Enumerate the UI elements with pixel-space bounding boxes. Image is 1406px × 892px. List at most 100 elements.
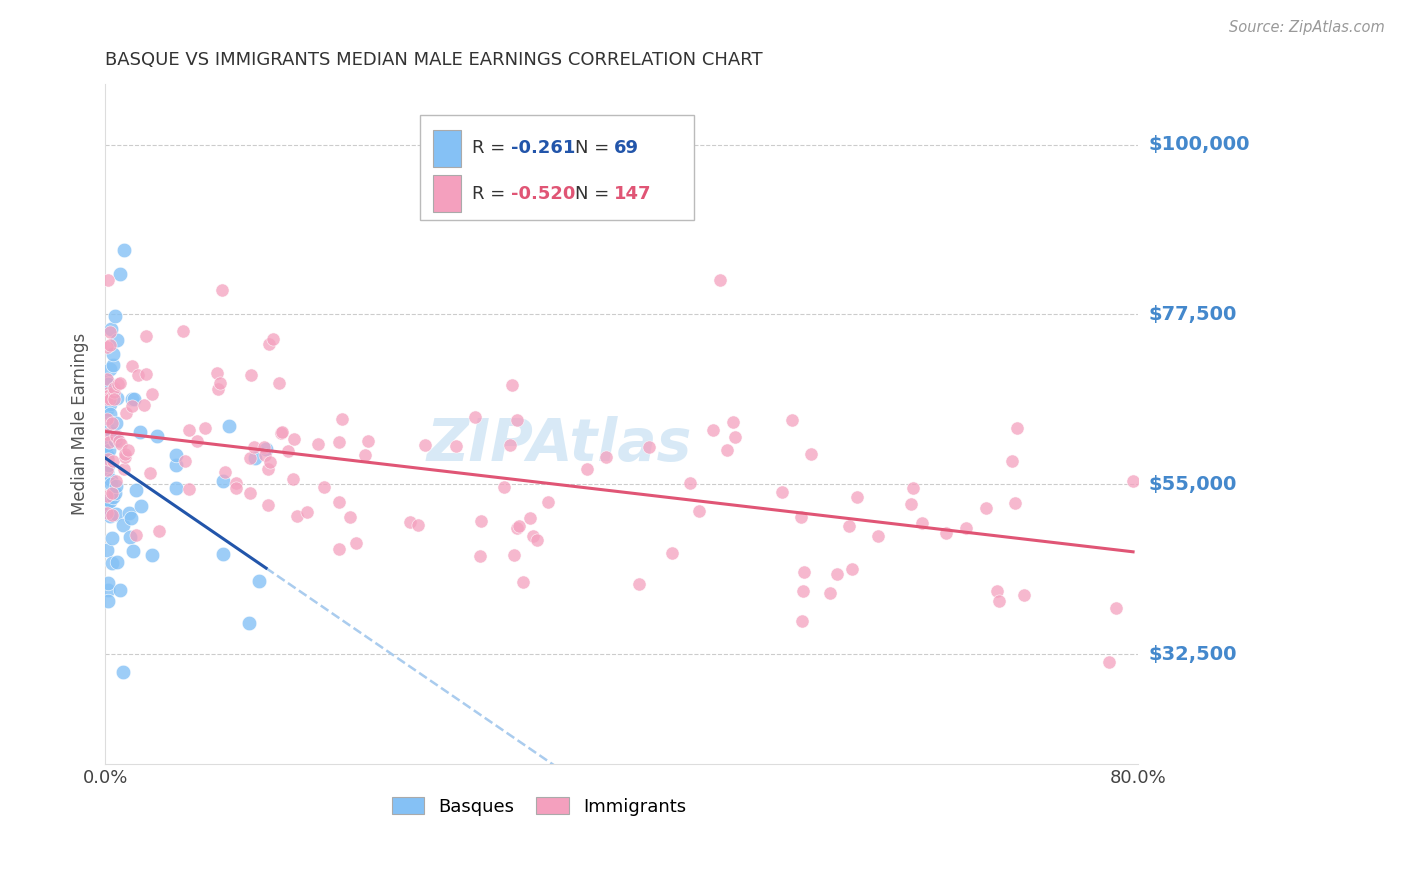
Point (96, 465, 118, 479)
Point (212, 547, 235, 561)
FancyBboxPatch shape (433, 176, 461, 212)
Point (243, 450, 266, 465)
Point (357, 434, 380, 449)
Point (115, 406, 138, 420)
Point (1004, 496, 1026, 510)
Point (502, 548, 524, 562)
Point (637, 440, 659, 454)
Point (793, 565, 815, 579)
Point (575, 461, 598, 475)
Point (1122, 474, 1144, 488)
Point (112, 665, 135, 680)
Point (129, 499, 152, 513)
Point (105, 416, 128, 430)
Point (212, 474, 235, 488)
Point (519, 510, 541, 524)
Point (98, 325, 121, 339)
Point (103, 384, 125, 399)
Point (98, 397, 121, 411)
Point (104, 309, 127, 323)
Point (537, 495, 560, 509)
Point (105, 555, 128, 569)
Point (901, 481, 924, 495)
Point (792, 584, 814, 599)
Point (270, 426, 292, 441)
Point (100, 322, 122, 336)
Point (678, 475, 700, 490)
Point (790, 510, 813, 524)
Point (100, 474, 122, 488)
Point (506, 413, 529, 427)
Point (214, 466, 236, 480)
Point (96, 412, 118, 426)
Point (105, 392, 128, 406)
Point (114, 447, 136, 461)
Point (114, 450, 136, 464)
Point (254, 448, 277, 462)
Point (101, 486, 124, 500)
Point (328, 495, 350, 509)
Point (111, 518, 134, 533)
Point (97, 576, 120, 591)
Point (709, 273, 731, 287)
Point (97, 458, 120, 472)
Point (988, 593, 1011, 607)
Point (328, 542, 350, 557)
Point (508, 518, 530, 533)
Point (96, 340, 118, 354)
Y-axis label: Median Male Earnings: Median Male Earnings (72, 333, 89, 515)
Point (818, 586, 841, 600)
Point (205, 366, 228, 380)
Point (330, 412, 353, 426)
Point (179, 423, 201, 437)
Point (101, 556, 124, 570)
Point (96, 448, 118, 462)
Point (101, 532, 124, 546)
Point (790, 614, 813, 628)
Text: $32,500: $32,500 (1149, 645, 1237, 664)
Point (194, 421, 217, 435)
Point (344, 536, 367, 550)
Point (866, 529, 889, 543)
Point (121, 359, 143, 374)
Point (96, 389, 118, 403)
Point (132, 398, 155, 412)
Point (96, 420, 118, 434)
Point (96, 494, 118, 508)
Point (96, 385, 118, 400)
Point (177, 482, 200, 496)
Point (138, 466, 160, 480)
Point (98, 362, 121, 376)
Text: -0.520: -0.520 (510, 185, 575, 202)
Point (129, 425, 152, 440)
Point (101, 358, 124, 372)
Point (838, 518, 860, 533)
Point (128, 368, 150, 382)
Point (312, 480, 335, 494)
Point (415, 438, 437, 452)
Point (96, 489, 118, 503)
Point (339, 510, 361, 524)
Point (846, 490, 869, 504)
Point (101, 416, 124, 430)
Point (96, 506, 118, 520)
Point (98, 434, 121, 449)
Text: 69: 69 (614, 139, 640, 157)
Point (96, 376, 118, 391)
Text: $55,000: $55,000 (1149, 475, 1237, 494)
Text: -0.261: -0.261 (510, 139, 575, 157)
Text: R =: R = (472, 139, 510, 157)
Point (399, 515, 422, 529)
Point (800, 447, 823, 461)
Point (267, 376, 290, 390)
Point (186, 434, 208, 448)
Point (406, 517, 429, 532)
Point (96, 493, 118, 508)
Point (328, 434, 350, 449)
Point (103, 392, 125, 407)
Point (100, 477, 122, 491)
Point (96, 374, 118, 388)
Point (780, 413, 803, 427)
Point (96, 392, 118, 407)
Point (986, 584, 1008, 599)
